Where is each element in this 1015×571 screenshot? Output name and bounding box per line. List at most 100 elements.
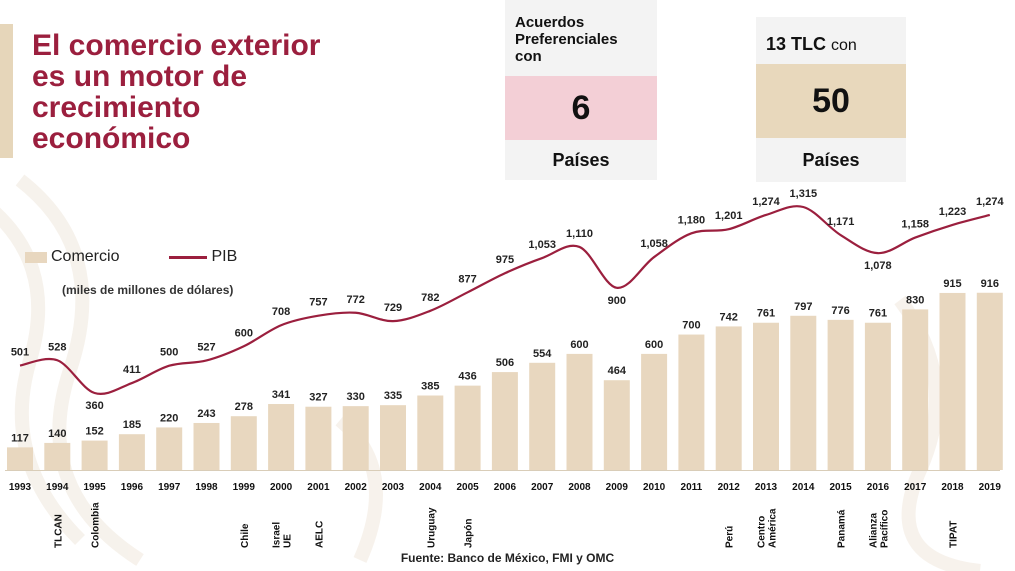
agreements-card-tlc: 13 TLC con 50 Países [756,17,906,182]
bar-comercio-2008 [566,353,593,470]
bar-label: 600 [570,339,588,351]
bar-label: 915 [943,278,961,290]
bar-comercio-2014 [790,315,817,470]
card-value: 6 [505,76,657,140]
bar-label: 600 [645,339,663,351]
bar-label: 742 [720,311,738,323]
bar-label: 278 [235,401,253,413]
card-header-suffix: con [831,37,857,54]
year-tick: 2012 [718,482,741,493]
agreement-label: UE [283,534,294,548]
year-tick: 2000 [270,482,293,493]
year-tick: 1994 [46,482,69,493]
card-value: 50 [756,64,906,138]
year-tick: 1998 [195,482,218,493]
agreement-label: Centro [757,516,768,548]
legend-swatch-pib [169,255,208,259]
legend-label-comercio: Comercio [51,248,120,265]
agreement-label: TIPAT [949,521,960,548]
pib-label: 975 [496,254,514,266]
pib-label: 1,274 [976,196,1004,208]
pib-label: 1,274 [752,196,780,208]
bar-label: 916 [981,278,999,290]
bar-comercio-2018 [939,292,966,470]
pib-label: 411 [123,364,141,376]
bar-label: 152 [85,426,103,438]
bar-comercio-1996 [118,434,145,470]
pib-label: 877 [458,273,476,285]
year-tick: 2016 [867,482,890,493]
bar-label: 554 [533,348,552,360]
pib-label: 1,058 [640,238,668,250]
bar-label: 761 [869,308,887,320]
year-tick: 1995 [83,482,106,493]
year-tick: 2010 [643,482,666,493]
pib-label: 757 [309,297,327,309]
agreement-label: Colombia [91,502,102,548]
year-tick: 1993 [9,482,32,493]
pib-label: 600 [235,327,253,339]
bar-comercio-2003 [380,405,406,470]
card-header: Acuerdos Preferenciales con [515,14,618,65]
year-tick: 2018 [941,482,964,493]
bar-label: 330 [347,391,365,403]
bar-comercio-2019 [976,292,1003,470]
chart-legend: Comercio PIB [25,248,237,266]
pib-label: 1,315 [790,188,818,200]
bar-comercio-2004 [417,395,444,470]
year-tick: 2004 [419,482,442,493]
source-note: Fuente: Banco de México, FMI y OMC [400,551,615,565]
year-tick: 2009 [606,482,629,493]
pib-label: 1,053 [528,239,556,251]
card-header: 13 TLC con [766,34,857,55]
page-title: El comercio exterior es un motor de crec… [32,29,321,155]
bar-comercio-2000 [268,404,295,470]
bar-label: 341 [272,389,290,401]
year-tick: 2011 [681,482,703,493]
agreement-label: Uruguay [426,507,437,548]
year-tick: 2007 [531,482,554,493]
agreement-label: Japón [464,519,475,548]
bar-comercio-1997 [156,427,183,470]
legend-label-pib: PIB [211,248,238,265]
pib-label: 1,110 [566,228,593,240]
bar-label: 140 [48,428,66,440]
year-tick: 2003 [382,482,405,493]
pib-label: 360 [85,400,103,412]
pib-label: 1,201 [715,210,743,222]
bar-label: 761 [757,308,775,320]
units-label: (miles de millones de dólares) [62,283,234,297]
bar-label: 117 [11,432,29,444]
pib-label: 708 [272,306,290,318]
bar-comercio-1995 [81,440,108,470]
bar-comercio-2012 [715,326,742,470]
agreements-card-preferential: Acuerdos Preferenciales con 6 Países [505,0,657,180]
agreement-label: Perú [725,526,736,548]
line-pib [19,205,991,395]
year-tick: 2006 [494,482,517,493]
bar-label: 335 [384,390,402,402]
pib-label: 528 [48,341,66,353]
pib-label: 1,223 [939,206,967,218]
year-tick: 2013 [755,482,778,493]
card-footer: Países [552,150,610,170]
year-tick: 2015 [829,482,852,493]
bar-label: 464 [608,365,627,377]
bar-comercio-2007 [529,362,556,470]
bar-label: 830 [906,294,924,306]
pib-label: 501 [11,347,29,359]
bar-comercio-2011 [678,334,705,470]
bar-label: 243 [197,408,215,420]
bar-comercio-1999 [230,416,257,470]
bar-comercio-2009 [603,380,630,470]
bar-comercio-2006 [491,372,518,470]
pib-label: 1,078 [864,260,892,272]
bar-label: 776 [831,305,849,317]
pib-label: 1,171 [827,216,855,228]
year-tick: 1996 [121,482,144,493]
pib-label: 900 [608,295,626,307]
bar-label: 185 [123,419,141,431]
bar-comercio-1993 [7,447,33,470]
pib-label: 527 [197,341,215,353]
